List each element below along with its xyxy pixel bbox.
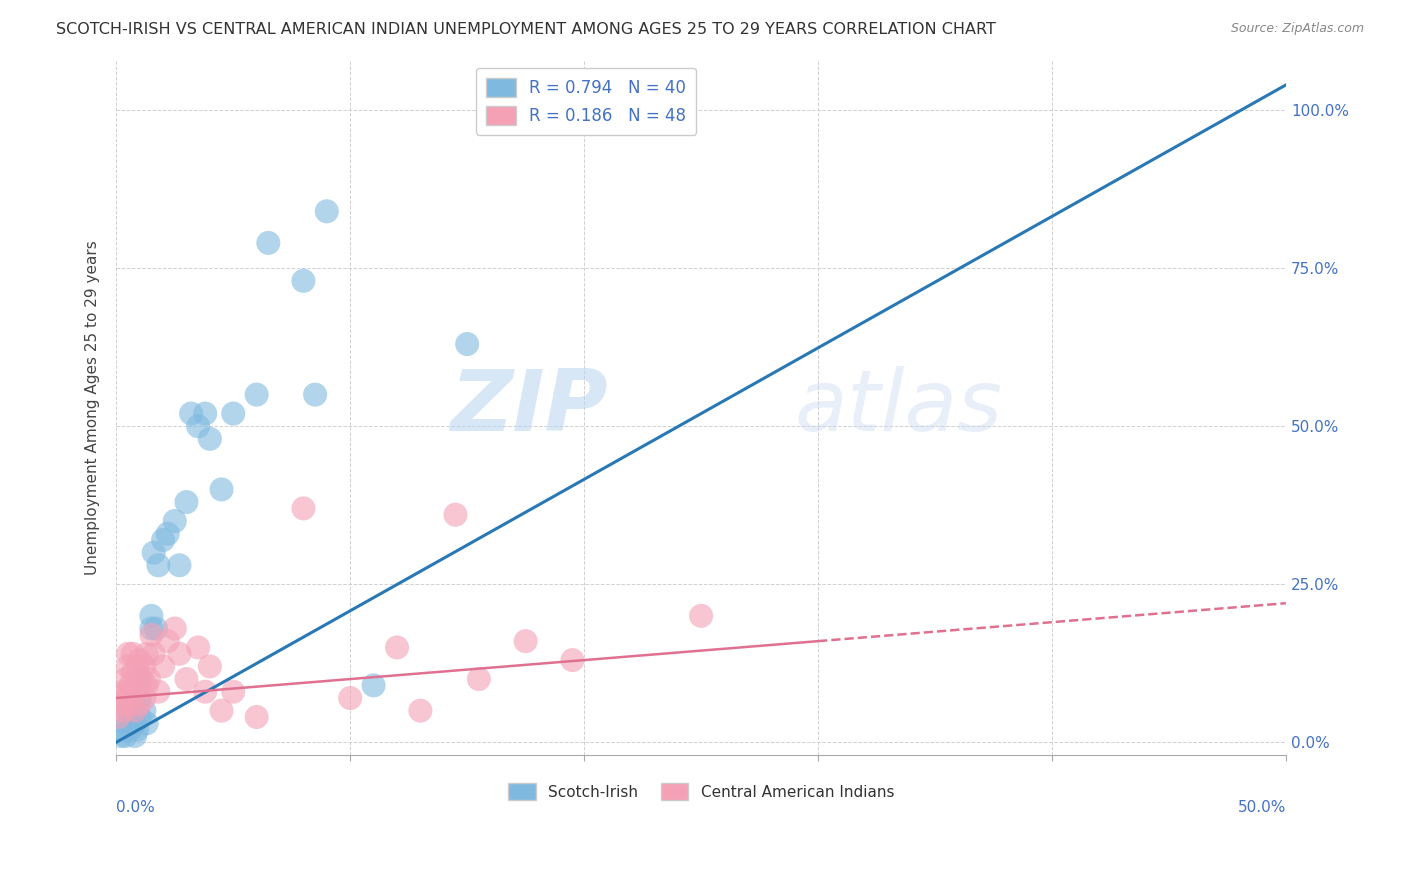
Point — [121, 647, 143, 661]
Point — [222, 684, 245, 698]
Text: atlas: atlas — [794, 366, 1002, 449]
Point — [339, 691, 361, 706]
Point — [120, 678, 142, 692]
Point — [117, 704, 139, 718]
Point — [148, 684, 170, 698]
Point — [156, 634, 179, 648]
Point — [456, 337, 478, 351]
Point — [572, 103, 595, 118]
Point — [515, 634, 537, 648]
Point — [169, 558, 191, 573]
Point — [138, 672, 160, 686]
Point — [124, 704, 146, 718]
Point — [134, 691, 156, 706]
Point — [128, 710, 150, 724]
Point — [198, 432, 221, 446]
Point — [117, 716, 139, 731]
Point — [561, 653, 583, 667]
Point — [110, 698, 132, 712]
Point — [135, 678, 157, 692]
Point — [131, 672, 153, 686]
Point — [163, 622, 186, 636]
Point — [257, 235, 280, 250]
Point — [128, 653, 150, 667]
Point — [690, 608, 713, 623]
Point — [409, 704, 432, 718]
Point — [152, 533, 174, 547]
Point — [128, 678, 150, 692]
Point — [246, 710, 269, 724]
Point — [246, 387, 269, 401]
Point — [117, 647, 139, 661]
Point — [169, 647, 191, 661]
Point — [304, 387, 326, 401]
Point — [194, 407, 217, 421]
Point — [127, 659, 149, 673]
Point — [180, 407, 202, 421]
Point — [114, 691, 136, 706]
Text: 50.0%: 50.0% — [1237, 800, 1286, 815]
Point — [134, 659, 156, 673]
Point — [148, 558, 170, 573]
Point — [117, 659, 139, 673]
Point — [121, 698, 143, 712]
Point — [187, 640, 209, 655]
Point — [112, 684, 135, 698]
Point — [176, 495, 198, 509]
Point — [112, 723, 135, 737]
Text: ZIP: ZIP — [450, 366, 607, 449]
Point — [135, 716, 157, 731]
Point — [124, 684, 146, 698]
Point — [176, 672, 198, 686]
Point — [145, 622, 167, 636]
Point — [385, 640, 408, 655]
Point — [142, 647, 165, 661]
Point — [211, 704, 233, 718]
Point — [222, 407, 245, 421]
Point — [124, 716, 146, 731]
Point — [114, 729, 136, 743]
Point — [120, 723, 142, 737]
Point — [128, 698, 150, 712]
Point — [292, 274, 315, 288]
Legend: Scotch-Irish, Central American Indians: Scotch-Irish, Central American Indians — [502, 777, 900, 806]
Point — [120, 698, 142, 712]
Point — [152, 659, 174, 673]
Point — [141, 608, 163, 623]
Point — [292, 501, 315, 516]
Point — [141, 622, 163, 636]
Text: Source: ZipAtlas.com: Source: ZipAtlas.com — [1230, 22, 1364, 36]
Point — [114, 672, 136, 686]
Point — [134, 704, 156, 718]
Point — [127, 723, 149, 737]
Point — [211, 483, 233, 497]
Point — [444, 508, 467, 522]
Point — [194, 684, 217, 698]
Point — [198, 659, 221, 673]
Point — [315, 204, 337, 219]
Point — [128, 672, 150, 686]
Point — [121, 710, 143, 724]
Point — [363, 678, 385, 692]
Point — [163, 514, 186, 528]
Point — [135, 647, 157, 661]
Point — [187, 419, 209, 434]
Point — [124, 729, 146, 743]
Point — [110, 729, 132, 743]
Text: 0.0%: 0.0% — [117, 800, 155, 815]
Point — [128, 691, 150, 706]
Point — [112, 704, 135, 718]
Point — [121, 665, 143, 680]
Point — [107, 710, 129, 724]
Point — [141, 628, 163, 642]
Text: SCOTCH-IRISH VS CENTRAL AMERICAN INDIAN UNEMPLOYMENT AMONG AGES 25 TO 29 YEARS C: SCOTCH-IRISH VS CENTRAL AMERICAN INDIAN … — [56, 22, 995, 37]
Y-axis label: Unemployment Among Ages 25 to 29 years: Unemployment Among Ages 25 to 29 years — [86, 240, 100, 574]
Point — [117, 684, 139, 698]
Point — [156, 526, 179, 541]
Point — [468, 672, 491, 686]
Point — [142, 546, 165, 560]
